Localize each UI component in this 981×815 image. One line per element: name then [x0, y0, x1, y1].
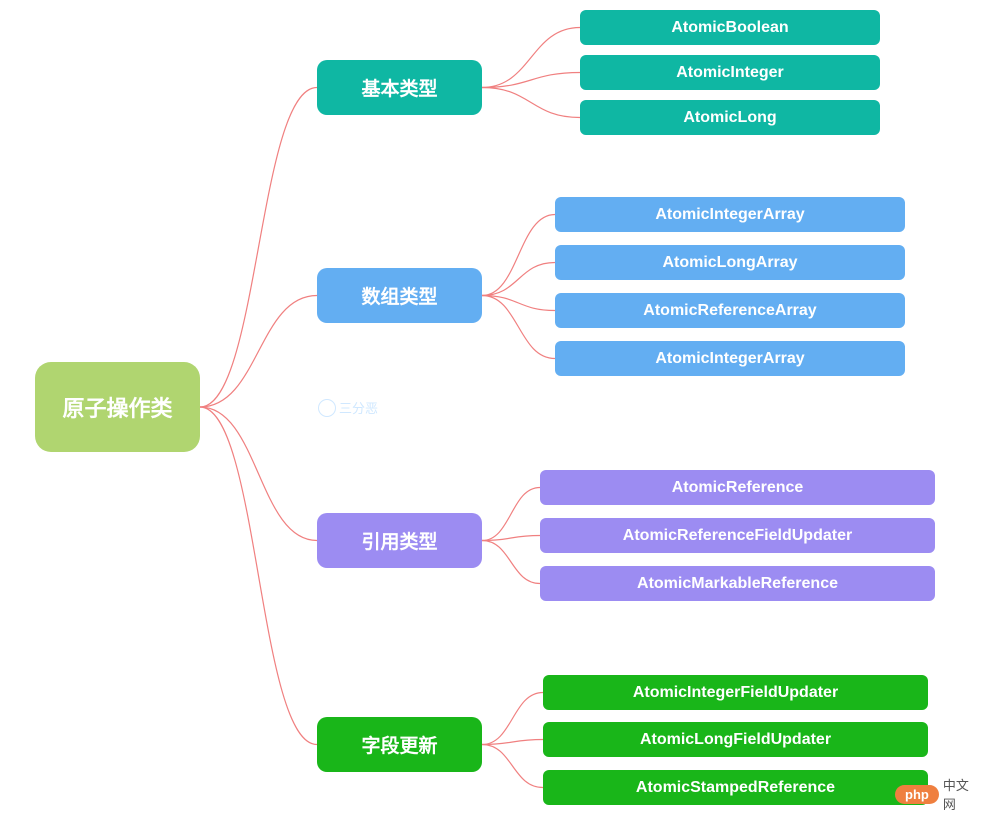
- leaf-basic-0: AtomicBoolean: [580, 10, 880, 45]
- leaf-ref-2: AtomicMarkableReference: [540, 566, 935, 601]
- leaf-field-2: AtomicStampedReference: [543, 770, 928, 805]
- brand-mark: php 中文网: [895, 775, 981, 813]
- leaf-ref-1: AtomicReferenceFieldUpdater: [540, 518, 935, 553]
- leaf-array-1: AtomicLongArray: [555, 245, 905, 280]
- leaf-basic-2: AtomicLong: [580, 100, 880, 135]
- leaf-array-2: AtomicReferenceArray: [555, 293, 905, 328]
- watermark: 三分恶: [318, 398, 378, 417]
- watermark-icon: [318, 399, 336, 417]
- leaf-field-1: AtomicLongFieldUpdater: [543, 722, 928, 757]
- brand-badge: php: [895, 785, 939, 804]
- brand-text: 中文网: [943, 775, 981, 813]
- leaf-basic-1: AtomicInteger: [580, 55, 880, 90]
- leaf-array-0: AtomicIntegerArray: [555, 197, 905, 232]
- category-field: 字段更新: [317, 717, 482, 772]
- leaf-array-3: AtomicIntegerArray: [555, 341, 905, 376]
- category-basic: 基本类型: [317, 60, 482, 115]
- category-ref: 引用类型: [317, 513, 482, 568]
- leaf-field-0: AtomicIntegerFieldUpdater: [543, 675, 928, 710]
- category-array: 数组类型: [317, 268, 482, 323]
- watermark-text: 三分恶: [339, 398, 378, 417]
- leaf-ref-0: AtomicReference: [540, 470, 935, 505]
- root-node: 原子操作类: [35, 362, 200, 452]
